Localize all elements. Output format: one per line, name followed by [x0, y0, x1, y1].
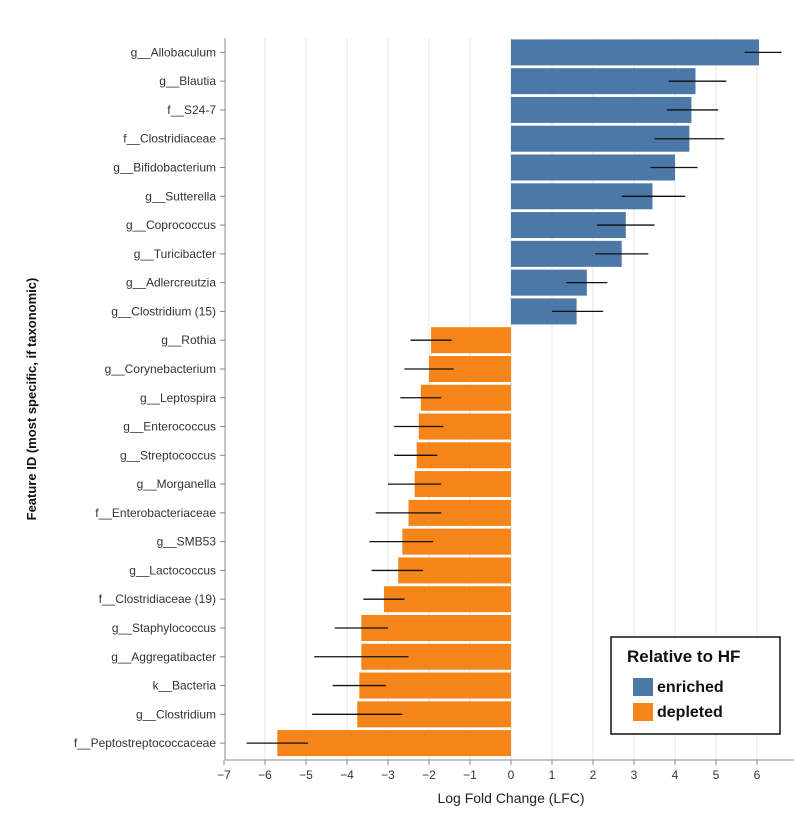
category-label: g__Leptospira	[140, 391, 216, 405]
x-axis-title: Log Fold Change (LFC)	[437, 790, 584, 806]
x-tick-labels: −7−6−5−4−3−2−101234567	[217, 760, 761, 782]
bar	[383, 586, 511, 613]
category-label: g__Sutterella	[145, 189, 216, 203]
legend-swatch-depleted	[633, 703, 653, 721]
category-label: f__Clostridiaceae (19)	[99, 592, 216, 606]
category-label: g__Rothia	[161, 333, 216, 347]
x-tick-label: 2	[590, 768, 597, 782]
category-label: k__Bacteria	[153, 679, 217, 693]
bar	[511, 39, 760, 66]
legend: Relative to HF enriched depleted	[610, 636, 781, 735]
bar	[511, 154, 675, 181]
x-tick-label: −6	[258, 768, 272, 782]
x-tick-label: −5	[299, 768, 313, 782]
category-label: g__Coprococcus	[126, 218, 216, 232]
category-label: g__Corynebacterium	[105, 362, 216, 376]
category-label: g__Bifidobacterium	[113, 161, 216, 175]
category-label: g__Streptococcus	[120, 448, 216, 462]
category-label: f__Clostridiaceae	[123, 132, 216, 146]
category-label: g__Clostridium (15)	[111, 304, 216, 318]
category-label: g__Adlercreutzia	[126, 276, 216, 290]
category-label: g__SMB53	[157, 535, 217, 549]
x-tick-label: −1	[463, 768, 477, 782]
category-label: g__Turicibacter	[134, 247, 216, 261]
y-axis-title: Feature ID (most specific, if taxonomic)	[24, 278, 39, 521]
category-label: g__Allobaculum	[131, 45, 216, 59]
legend-title: Relative to HF	[627, 647, 740, 666]
legend-label-enriched: enriched	[657, 679, 724, 696]
x-tick-label: 5	[713, 768, 720, 782]
category-label: f__Peptostreptococcaceae	[74, 736, 216, 750]
x-tick-label: 3	[631, 768, 638, 782]
x-tick-label: 0	[508, 768, 515, 782]
category-label: g__Aggregatibacter	[111, 650, 216, 664]
axes	[224, 38, 794, 761]
category-labels: g__Allobaculum g__Blautia f__S24-7 f__Clost…	[74, 45, 225, 750]
bar	[511, 68, 696, 95]
category-label: g__Morganella	[137, 477, 217, 491]
x-tick-label: −4	[340, 768, 354, 782]
x-tick-label: −2	[422, 768, 436, 782]
bar	[277, 730, 511, 757]
category-label: f__S24-7	[167, 103, 216, 117]
error-bars	[246, 51, 782, 744]
category-label: g__Blautia	[159, 74, 216, 88]
category-label: g__Enterococcus	[123, 420, 216, 434]
x-tick-label: −7	[217, 768, 231, 782]
bar	[511, 96, 692, 123]
legend-swatch-enriched	[633, 678, 653, 696]
category-label: f__Enterobacteriaceae	[95, 506, 216, 520]
x-tick-label: 6	[754, 768, 761, 782]
x-tick-label: 4	[672, 768, 679, 782]
x-tick-label: −3	[381, 768, 395, 782]
legend-label-depleted: depleted	[657, 704, 723, 721]
x-tick-label: 1	[549, 768, 556, 782]
category-label: g__Clostridium	[136, 707, 216, 721]
category-label: g__Staphylococcus	[112, 621, 216, 635]
bars	[277, 39, 760, 757]
category-label: g__Lactococcus	[129, 563, 216, 577]
